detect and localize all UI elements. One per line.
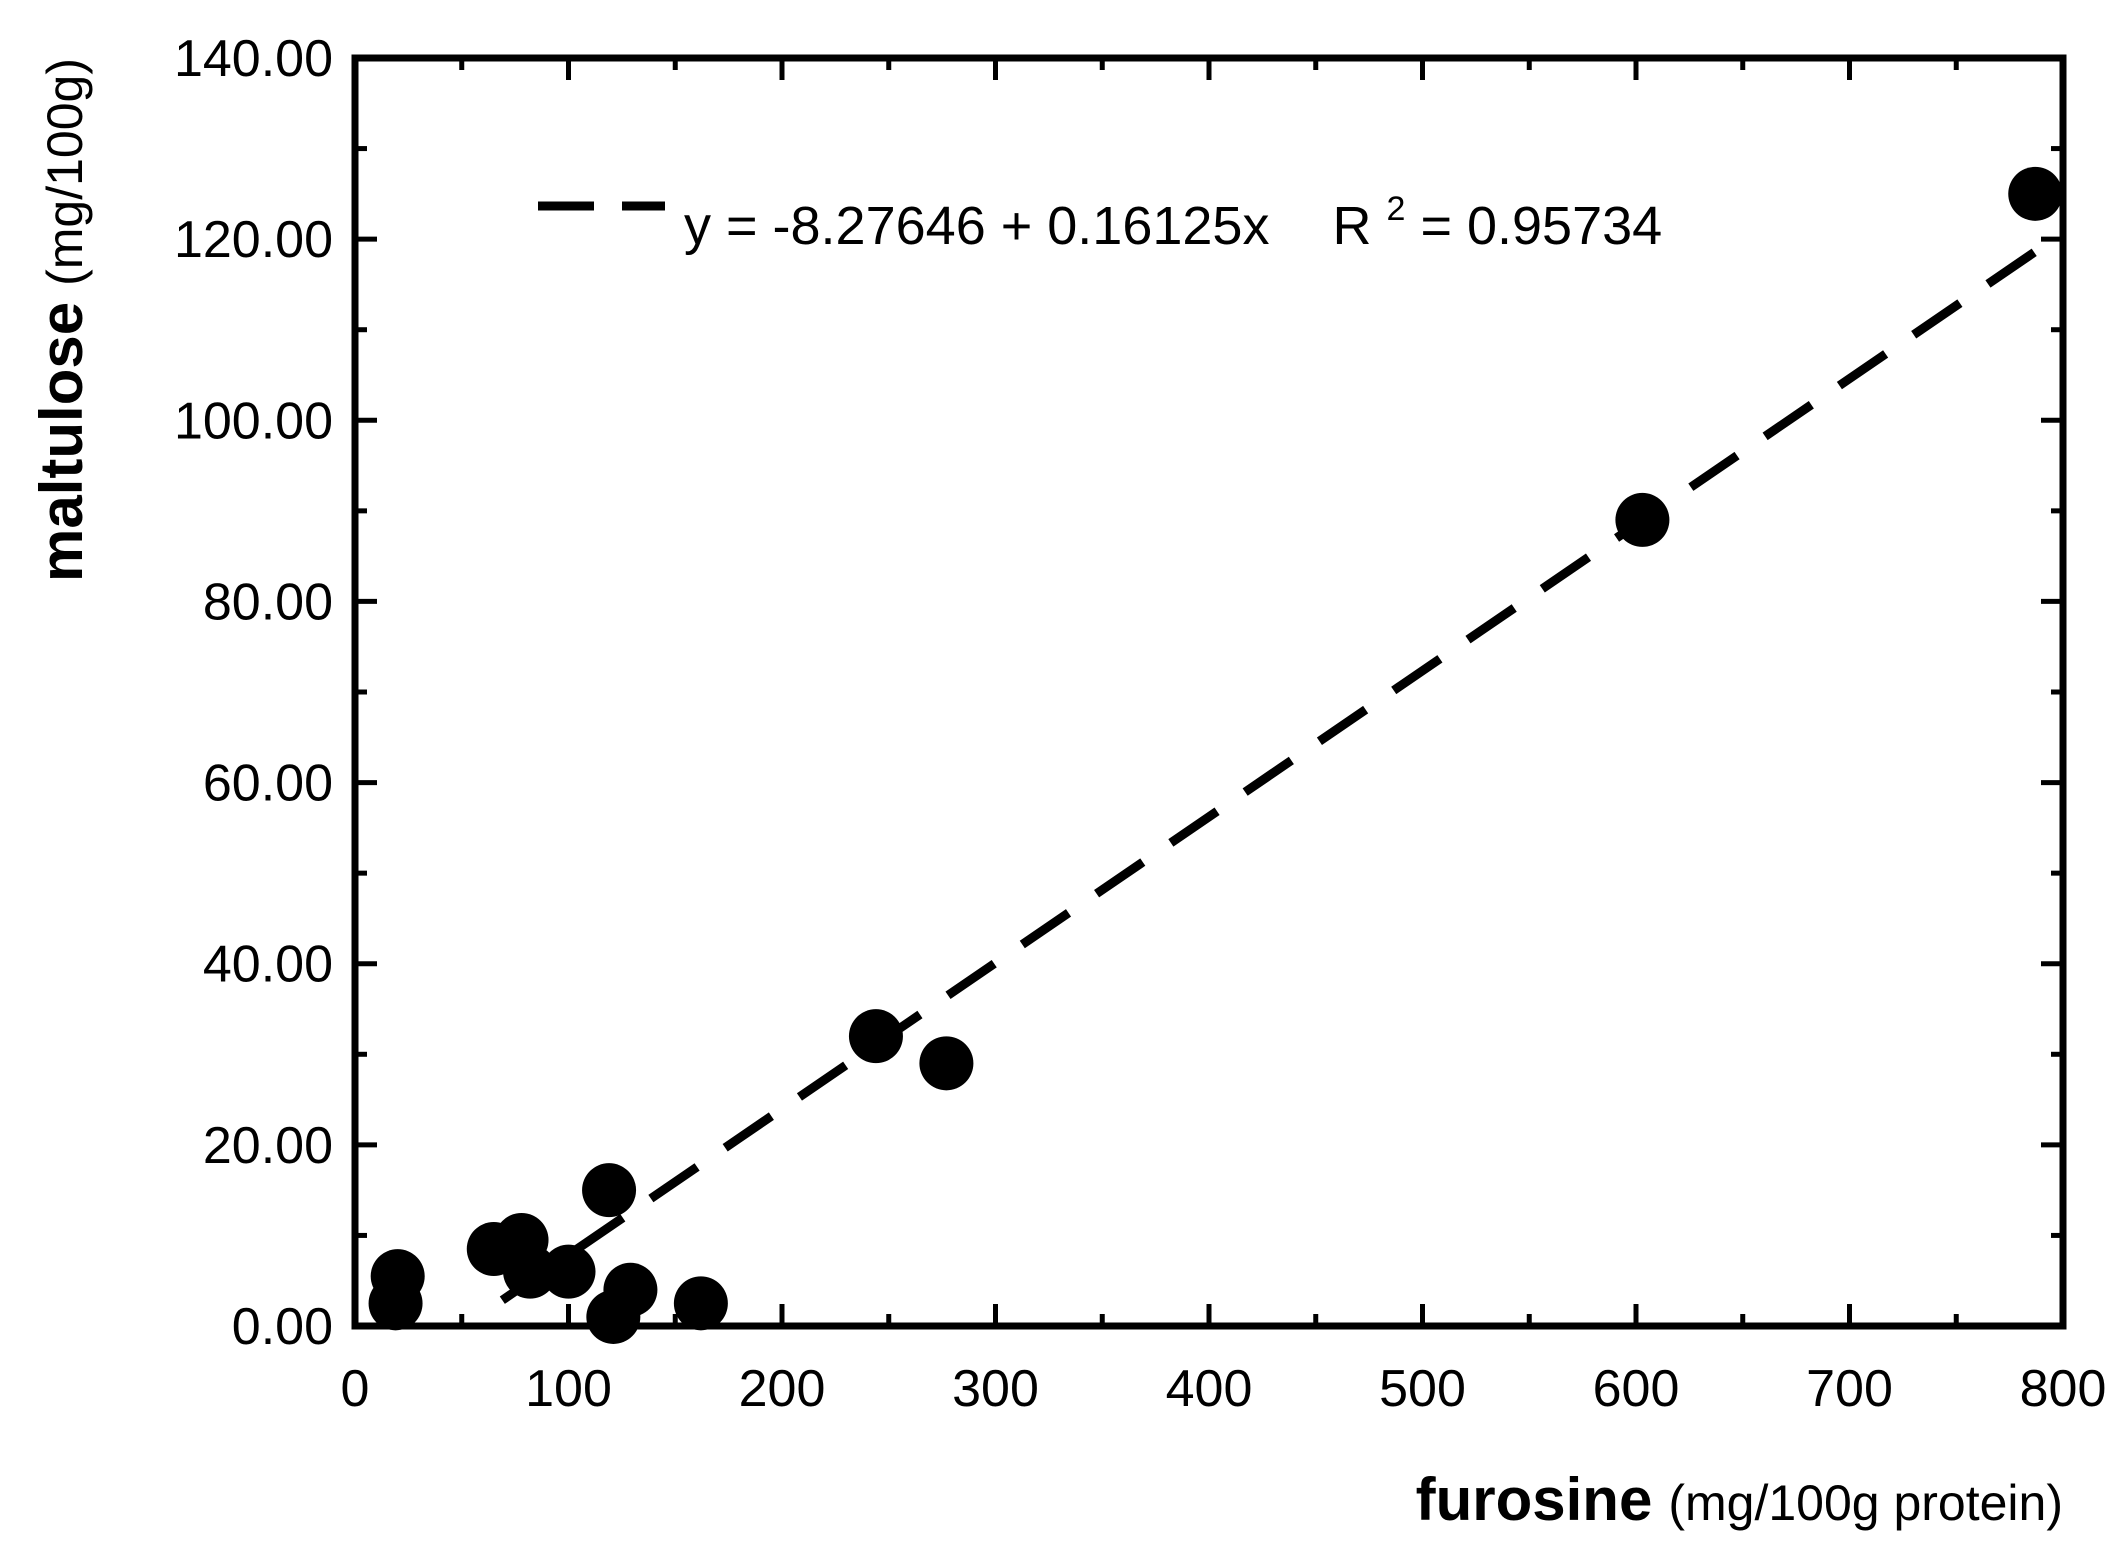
r2-value: = 0.95734 (1420, 196, 1662, 256)
data-point (603, 1262, 658, 1317)
y-axis-unit: (mg/100g) (37, 58, 93, 286)
y-axis-label: maltulose (28, 302, 95, 582)
x-tick-label: 0 (341, 1360, 370, 1418)
y-tick-label: 120.00 (174, 211, 333, 269)
y-tick-labels: 0.00 20.00 40.00 60.00 80.00 100.00 120.00 140.… (174, 30, 333, 1356)
y-tick-label: 140.00 (174, 30, 333, 88)
data-point (2008, 166, 2063, 221)
data-point (919, 1036, 974, 1091)
x-tick-label: 400 (1166, 1360, 1253, 1418)
y-tick-label: 80.00 (203, 573, 333, 631)
fit-line (499, 247, 2038, 1304)
data-point (1615, 492, 1670, 547)
y-tick-label: 100.00 (174, 392, 333, 450)
legend-equation: y = -8.27646 + 0.16125x R 2 = 0.95734 (684, 172, 1662, 256)
y-tick-label: 20.00 (203, 1117, 333, 1175)
data-point (370, 1249, 425, 1304)
y-tick-label: 0.00 (232, 1298, 333, 1356)
x-axis-unit: (mg/100g protein) (1668, 1475, 2063, 1531)
data-point (541, 1244, 596, 1299)
x-tick-label: 300 (952, 1360, 1039, 1418)
y-axis-title: maltulose (mg/100g) (28, 58, 95, 582)
data-point (673, 1276, 728, 1331)
fit-equation: y = -8.27646 + 0.16125x (684, 196, 1269, 256)
x-tick-label: 100 (525, 1360, 612, 1418)
x-tick-label: 600 (1593, 1360, 1680, 1418)
data-point (582, 1163, 637, 1218)
x-tick-label: 700 (1806, 1360, 1893, 1418)
x-tick-labels: 0 100 200 300 400 500 600 700 800 (341, 1360, 2107, 1418)
r2-superscript: 2 (1387, 190, 1406, 228)
data-points (368, 166, 2063, 1344)
x-tick-label: 500 (1379, 1360, 1466, 1418)
data-point (503, 1244, 558, 1299)
x-tick-label: 800 (2020, 1360, 2107, 1418)
x-axis-title: furosine (mg/100g protein) (1416, 1466, 2063, 1533)
data-point (848, 1009, 903, 1064)
fit-line-group (499, 247, 2038, 1304)
x-tick-label: 200 (739, 1360, 826, 1418)
y-tick-label: 40.00 (203, 936, 333, 994)
r2-label: R (1332, 196, 1371, 256)
y-tick-label: 60.00 (203, 755, 333, 813)
plot-frame (351, 54, 2067, 1330)
x-axis-label: furosine (1416, 1466, 1653, 1533)
